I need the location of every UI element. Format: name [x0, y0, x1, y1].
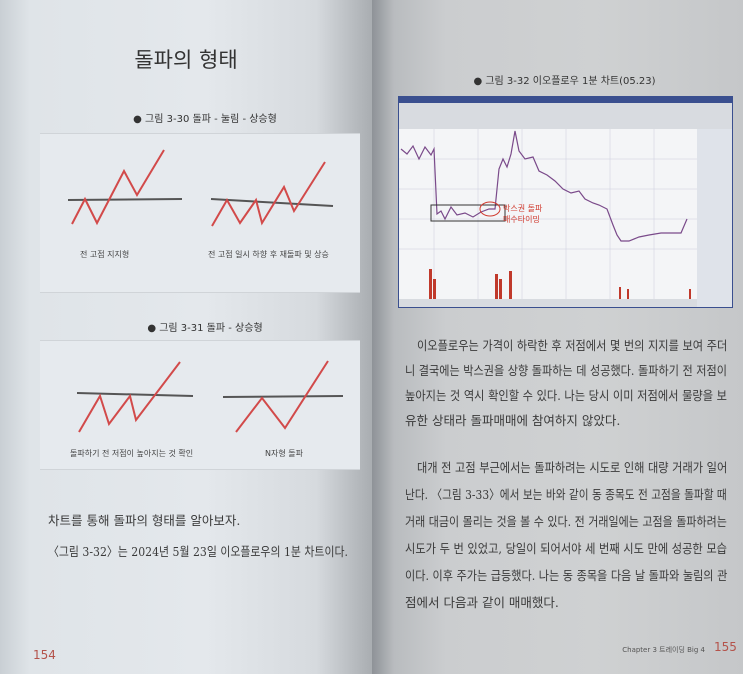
body-line: 시도가 두 번 있었고, 당일이 되어서야 세 번째 시도 만에 성공한 모습 — [405, 541, 728, 556]
right-page: ● 그림 3-32 이오플로우 1분 차트(05.23) 박스권 돌파 매수타이… — [372, 0, 743, 674]
body-line: 대개 전 고점 부근에서는 돌파하려는 시도로 인해 대량 거래가 일어 — [417, 460, 728, 475]
resistance-line — [67, 198, 183, 201]
price-line — [211, 161, 326, 227]
price-line — [78, 361, 181, 433]
annotation-line: 박스권 돌파 — [503, 203, 543, 213]
box-range — [430, 204, 506, 222]
body-line: 점에서 다음과 같이 매매했다. — [405, 595, 559, 610]
body-line: 유한 상태라 돌파매매에 참여하지 않았다. — [405, 413, 621, 428]
section-title: 돌파의 형태 — [134, 48, 238, 72]
body-line: 〈그림 3-32〉는 2024년 5월 23일 이오플로우의 1분 차트이다. — [48, 544, 348, 559]
price-line — [235, 360, 329, 433]
price-line — [71, 149, 165, 226]
figure-31-label-2: N자형 돌파 — [265, 449, 303, 458]
figure-31-diagram — [76, 360, 344, 433]
body-line: 이오플로우는 가격이 하락한 후 저점에서 몇 번의 지지를 보여 주더 — [417, 338, 728, 353]
figure-30-label-1: 전 고점 지지형 — [80, 250, 130, 259]
figure-31-caption: ● 그림 3-31 돌파 - 상승형 — [147, 323, 263, 334]
figure-32-caption: ● 그림 3-32 이오플로우 1분 차트(05.23) — [473, 76, 656, 87]
resistance-line — [222, 395, 344, 398]
figure-30-diagram — [67, 149, 334, 227]
running-footer: Chapter 3 트레이딩 Big 4 — [622, 646, 705, 654]
stock-chart-screenshot: 박스권 돌파 매수타이밍 — [398, 96, 733, 308]
body-line: 이다. 이후 주가는 급등했다. 나는 동 종목을 다음 날 돌파와 눌림의 관 — [405, 568, 728, 583]
page-number-left: 154 — [33, 648, 56, 662]
volume-bars — [429, 269, 691, 299]
window-titlebar — [399, 97, 732, 103]
body-line: 거래 대금이 몰리는 것을 볼 수 있다. 전 거래일에는 고점을 돌파하려는 — [405, 514, 727, 529]
chart-toolbar — [399, 103, 732, 130]
resistance-line — [76, 392, 194, 397]
body-line: 높아지는 것 역시 확인할 수 있다. 나는 당시 이미 저점에서 물량을 보 — [405, 388, 728, 403]
left-page: 돌파의 형태 ● 그림 3-30 돌파 - 눌림 - 상승형 전 고점 지지형 … — [0, 0, 372, 674]
figure-31: 돌파하기 전 저점이 높아지는 것 확인 N자형 돌파 — [40, 340, 360, 470]
body-line: 니 결국에는 박스권을 상향 돌파하는 데 성공했다. 돌파하기 전 저점이 — [405, 363, 727, 378]
figure-31-label-1: 돌파하기 전 저점이 높아지는 것 확인 — [70, 449, 194, 458]
price-chart: 박스권 돌파 매수타이밍 — [399, 129, 732, 307]
figure-30-label-2: 전 고점 일시 하향 후 재돌파 및 상승 — [208, 250, 329, 259]
figure-30-caption: ● 그림 3-30 돌파 - 눌림 - 상승형 — [133, 114, 277, 125]
resistance-line — [210, 198, 334, 207]
figure-30: 전 고점 지지형 전 고점 일시 하향 후 재돌파 및 상승 — [40, 133, 360, 293]
annotation-line: 매수타이밍 — [503, 214, 540, 224]
breakout-circle — [479, 201, 501, 217]
page-number-right: 155 — [714, 640, 737, 654]
body-line: 차트를 통해 돌파의 형태를 알아보자. — [48, 513, 241, 528]
price-series — [400, 130, 688, 242]
body-line: 난다. 〈그림 3-33〉에서 보는 바와 같이 동 종목도 전 고점을 돌파할… — [405, 487, 727, 502]
